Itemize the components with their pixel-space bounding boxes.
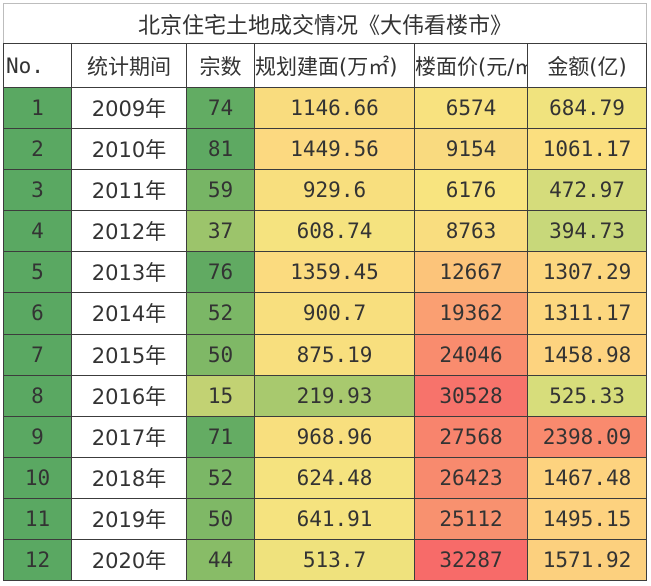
cell-amount: 684.79 <box>526 87 648 130</box>
cell-period: 2012年 <box>71 210 187 253</box>
cell-count: 81 <box>186 128 255 171</box>
title-row: 北京住宅土地成交情况《大伟看楼市》 <box>2 2 648 45</box>
cell-area: 900.7 <box>254 292 415 335</box>
header-area: 规划建面(万㎡) <box>254 43 415 89</box>
cell-period: 2019年 <box>71 497 187 540</box>
cell-area: 624.48 <box>254 456 415 499</box>
header-count: 宗数 <box>186 43 255 89</box>
cell-amount: 1495.15 <box>526 497 648 540</box>
cell-period: 2017年 <box>71 415 187 458</box>
cell-period: 2015年 <box>71 333 187 376</box>
cell-price: 24046 <box>414 333 528 376</box>
header-price: 楼面价(元/㎡) <box>414 43 528 89</box>
cell-price: 27568 <box>414 415 528 458</box>
table-row: 6 2014年 52 900.7 19362 1311.17 <box>3 292 648 335</box>
cell-no: 8 <box>3 374 72 417</box>
cell-area: 1146.66 <box>254 87 415 130</box>
cell-area: 219.93 <box>254 374 415 417</box>
cell-area: 929.6 <box>254 169 415 212</box>
cell-amount: 1571.92 <box>526 538 648 582</box>
cell-price: 9154 <box>414 128 528 171</box>
table-row: 3 2011年 59 929.6 6176 472.97 <box>3 169 648 212</box>
cell-no: 2 <box>3 128 72 171</box>
header-amount: 金额(亿) <box>526 43 648 89</box>
cell-no: 3 <box>3 169 72 212</box>
cell-amount: 1061.17 <box>526 128 648 171</box>
cell-price: 8763 <box>414 210 528 253</box>
cell-no: 10 <box>3 456 72 499</box>
table-row: 7 2015年 50 875.19 24046 1458.98 <box>3 333 648 376</box>
cell-no: 5 <box>3 251 72 294</box>
cell-period: 2013年 <box>71 251 187 294</box>
cell-count: 52 <box>186 456 255 499</box>
header-row: No. 统计期间 宗数 规划建面(万㎡) 楼面价(元/㎡) 金额(亿) <box>3 43 648 89</box>
cell-amount: 472.97 <box>526 169 648 212</box>
cell-period: 2020年 <box>71 538 187 582</box>
cell-no: 1 <box>3 87 72 130</box>
cell-period: 2016年 <box>71 374 187 417</box>
header-period: 统计期间 <box>71 43 187 89</box>
cell-count: 74 <box>186 87 255 130</box>
table-row: 11 2019年 50 641.91 25112 1495.15 <box>3 497 648 540</box>
cell-area: 968.96 <box>254 415 415 458</box>
cell-amount: 2398.09 <box>526 415 648 458</box>
cell-period: 2014年 <box>71 292 187 335</box>
header-no: No. <box>3 43 72 89</box>
cell-period: 2018年 <box>71 456 187 499</box>
cell-no: 11 <box>3 497 72 540</box>
cell-amount: 525.33 <box>526 374 648 417</box>
cell-count: 15 <box>186 374 255 417</box>
cell-price: 26423 <box>414 456 528 499</box>
cell-amount: 1458.98 <box>526 333 648 376</box>
cell-amount: 394.73 <box>526 210 648 253</box>
table-row: 8 2016年 15 219.93 30528 525.33 <box>3 374 648 417</box>
table-row: 5 2013年 76 1359.45 12667 1307.29 <box>3 251 648 294</box>
table-row: 4 2012年 37 608.74 8763 394.73 <box>3 210 648 253</box>
table-row: 1 2009年 74 1146.66 6574 684.79 <box>3 87 648 130</box>
cell-price: 32287 <box>414 538 528 582</box>
cell-count: 59 <box>186 169 255 212</box>
cell-price: 6176 <box>414 169 528 212</box>
cell-area: 1359.45 <box>254 251 415 294</box>
table-row: 9 2017年 71 968.96 27568 2398.09 <box>3 415 648 458</box>
cell-count: 37 <box>186 210 255 253</box>
table-row: 12 2020年 44 513.7 32287 1571.92 <box>3 538 648 582</box>
cell-amount: 1467.48 <box>526 456 648 499</box>
cell-area: 1449.56 <box>254 128 415 171</box>
cell-amount: 1307.29 <box>526 251 648 294</box>
cell-area: 608.74 <box>254 210 415 253</box>
cell-no: 4 <box>3 210 72 253</box>
cell-price: 19362 <box>414 292 528 335</box>
table-row: 10 2018年 52 624.48 26423 1467.48 <box>3 456 648 499</box>
cell-period: 2010年 <box>71 128 187 171</box>
cell-price: 12667 <box>414 251 528 294</box>
cell-count: 52 <box>186 292 255 335</box>
cell-count: 76 <box>186 251 255 294</box>
cell-period: 2009年 <box>71 87 187 130</box>
cell-count: 44 <box>186 538 255 582</box>
cell-area: 875.19 <box>254 333 415 376</box>
cell-period: 2011年 <box>71 169 187 212</box>
cell-area: 641.91 <box>254 497 415 540</box>
cell-no: 12 <box>3 538 72 582</box>
cell-count: 50 <box>186 333 255 376</box>
cell-no: 6 <box>3 292 72 335</box>
cell-amount: 1311.17 <box>526 292 648 335</box>
cell-count: 71 <box>186 415 255 458</box>
cell-no: 7 <box>3 333 72 376</box>
cell-price: 30528 <box>414 374 528 417</box>
table-row: 2 2010年 81 1449.56 9154 1061.17 <box>3 128 648 171</box>
cell-no: 9 <box>3 415 72 458</box>
table-title: 北京住宅土地成交情况《大伟看楼市》 <box>2 2 648 45</box>
cell-price: 6574 <box>414 87 528 130</box>
cell-area: 513.7 <box>254 538 415 582</box>
cell-price: 25112 <box>414 497 528 540</box>
cell-count: 50 <box>186 497 255 540</box>
